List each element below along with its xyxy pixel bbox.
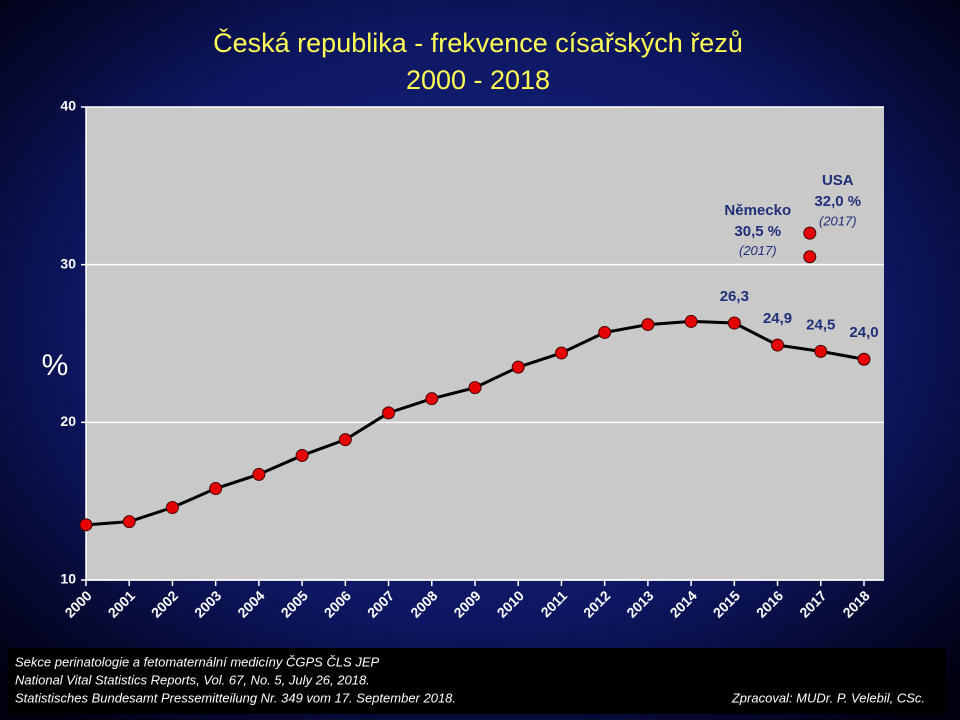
- marker: [511, 360, 525, 374]
- comparison-name: USA: [822, 172, 854, 189]
- marker: [814, 344, 828, 358]
- data-label: 26,3: [720, 288, 749, 305]
- footer-line: National Vital Statistics Reports, Vol. …: [15, 672, 370, 687]
- marker: [554, 346, 568, 360]
- footer-line: Statistisches Bundesamt Pressemitteilung…: [15, 690, 456, 705]
- marker: [79, 518, 93, 532]
- marker: [857, 352, 871, 366]
- comparison-name: Německo: [724, 202, 791, 219]
- comparison-label: 30,5 %: [734, 223, 781, 240]
- comparison-note: (2017): [739, 243, 777, 258]
- y-axis-label: %: [42, 349, 69, 382]
- marker: [122, 515, 136, 529]
- y-tick-label: 30: [60, 255, 76, 271]
- marker: [338, 433, 352, 447]
- data-label: 24,0: [849, 324, 878, 341]
- comparison-label: 32,0 %: [814, 193, 861, 210]
- author: Zpracoval: MUDr. P. Velebil, CSc.: [731, 690, 925, 705]
- comparison-marker: [803, 226, 817, 240]
- marker: [684, 314, 698, 328]
- marker: [382, 406, 396, 420]
- marker: [641, 318, 655, 332]
- marker: [771, 338, 785, 352]
- data-label: 24,9: [763, 310, 792, 327]
- footer-box: [8, 648, 946, 714]
- plot-area: [86, 107, 884, 580]
- y-tick-label: 20: [60, 413, 76, 429]
- data-label: 24,5: [806, 316, 835, 333]
- marker: [727, 316, 741, 330]
- y-tick-label: 40: [60, 98, 76, 114]
- marker: [295, 448, 309, 462]
- chart-title: Česká republika - frekvence císařských ř…: [213, 27, 743, 58]
- footer-line: Sekce perinatologie a fetomaternální med…: [15, 654, 380, 669]
- marker: [468, 381, 482, 395]
- marker: [165, 500, 179, 514]
- marker: [598, 325, 612, 339]
- marker: [252, 467, 266, 481]
- chart-subtitle: 2000 - 2018: [406, 65, 550, 95]
- y-tick-label: 10: [60, 571, 76, 587]
- marker: [425, 392, 439, 406]
- marker: [209, 482, 223, 496]
- comparison-marker: [803, 250, 817, 264]
- comparison-note: (2017): [819, 214, 857, 229]
